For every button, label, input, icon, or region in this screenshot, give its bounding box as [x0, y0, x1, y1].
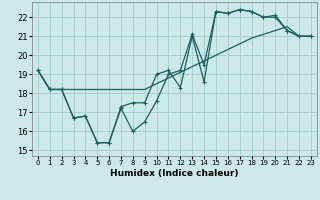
- X-axis label: Humidex (Indice chaleur): Humidex (Indice chaleur): [110, 169, 239, 178]
